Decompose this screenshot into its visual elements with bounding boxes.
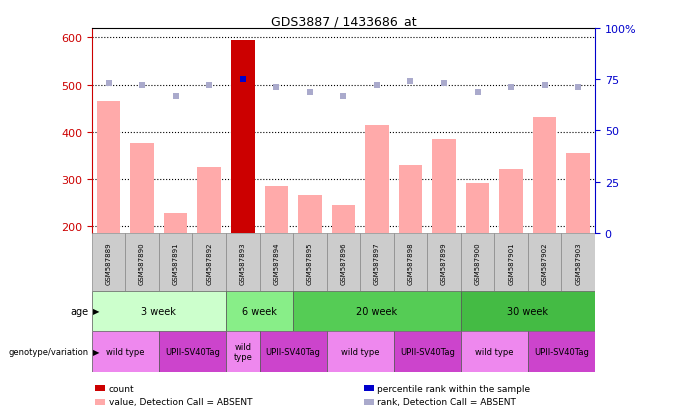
Text: GSM587900: GSM587900 — [475, 242, 481, 285]
Bar — [326, 233, 360, 291]
Text: rank, Detection Call = ABSENT: rank, Detection Call = ABSENT — [377, 397, 516, 406]
Text: wild type: wild type — [106, 347, 145, 356]
Text: GSM587889: GSM587889 — [105, 242, 112, 285]
Text: 6 week: 6 week — [242, 306, 277, 316]
Bar — [499, 170, 523, 320]
Bar — [562, 233, 595, 291]
Bar — [125, 233, 159, 291]
Text: GSM587896: GSM587896 — [341, 242, 346, 285]
Bar — [326, 331, 394, 373]
Bar — [566, 154, 590, 320]
Text: percentile rank within the sample: percentile rank within the sample — [377, 384, 530, 393]
Text: value, Detection Call = ABSENT: value, Detection Call = ABSENT — [109, 397, 252, 406]
Text: age: age — [70, 306, 88, 316]
Bar — [461, 233, 494, 291]
Text: count: count — [109, 384, 135, 393]
Text: wild type: wild type — [475, 347, 513, 356]
Bar — [159, 331, 226, 373]
Bar — [432, 139, 456, 320]
Bar — [293, 291, 461, 331]
Text: 3 week: 3 week — [141, 306, 176, 316]
Bar — [461, 331, 528, 373]
Bar — [427, 233, 461, 291]
Bar — [92, 233, 125, 291]
Bar — [231, 40, 254, 320]
Bar — [265, 186, 288, 320]
Bar — [494, 233, 528, 291]
Bar — [131, 144, 154, 320]
Bar — [192, 233, 226, 291]
Bar — [398, 165, 422, 320]
Bar — [97, 102, 120, 320]
Text: GSM587901: GSM587901 — [508, 242, 514, 285]
Text: GSM587899: GSM587899 — [441, 242, 447, 285]
Bar — [394, 233, 427, 291]
Text: GSM587892: GSM587892 — [206, 242, 212, 285]
Text: GSM587903: GSM587903 — [575, 242, 581, 285]
Text: GSM587890: GSM587890 — [139, 242, 145, 285]
Text: wild
type: wild type — [233, 342, 252, 361]
Text: genotype/variation: genotype/variation — [8, 347, 88, 356]
Bar — [528, 233, 562, 291]
Text: UPII-SV40Tag: UPII-SV40Tag — [400, 347, 455, 356]
Bar — [298, 196, 322, 320]
Text: UPII-SV40Tag: UPII-SV40Tag — [165, 347, 220, 356]
Bar — [332, 205, 355, 320]
Bar — [360, 233, 394, 291]
Bar — [226, 233, 260, 291]
Text: GSM587893: GSM587893 — [240, 242, 245, 285]
Bar — [92, 331, 159, 373]
Text: GSM587895: GSM587895 — [307, 242, 313, 285]
Title: GDS3887 / 1433686_at: GDS3887 / 1433686_at — [271, 15, 416, 28]
Bar — [528, 331, 595, 373]
Text: GSM587898: GSM587898 — [407, 242, 413, 285]
Text: GSM587897: GSM587897 — [374, 242, 380, 285]
Bar — [466, 184, 490, 320]
Text: GSM587891: GSM587891 — [173, 242, 179, 285]
Text: UPII-SV40Tag: UPII-SV40Tag — [266, 347, 320, 356]
Bar — [226, 331, 260, 373]
Text: wild type: wild type — [341, 347, 379, 356]
Text: ▶: ▶ — [93, 347, 100, 356]
Bar — [365, 125, 389, 320]
Bar — [226, 291, 293, 331]
Text: 20 week: 20 week — [356, 306, 398, 316]
Text: ▶: ▶ — [93, 307, 100, 316]
Bar — [461, 291, 595, 331]
Text: UPII-SV40Tag: UPII-SV40Tag — [534, 347, 589, 356]
Text: 30 week: 30 week — [507, 306, 548, 316]
Bar — [92, 291, 226, 331]
Bar — [293, 233, 326, 291]
Bar — [260, 331, 326, 373]
Bar — [260, 233, 293, 291]
Text: GSM587894: GSM587894 — [273, 242, 279, 285]
Bar — [394, 331, 461, 373]
Bar — [197, 168, 221, 320]
Bar — [164, 213, 188, 320]
Bar — [533, 118, 556, 320]
Bar — [159, 233, 192, 291]
Text: GSM587902: GSM587902 — [542, 242, 547, 285]
